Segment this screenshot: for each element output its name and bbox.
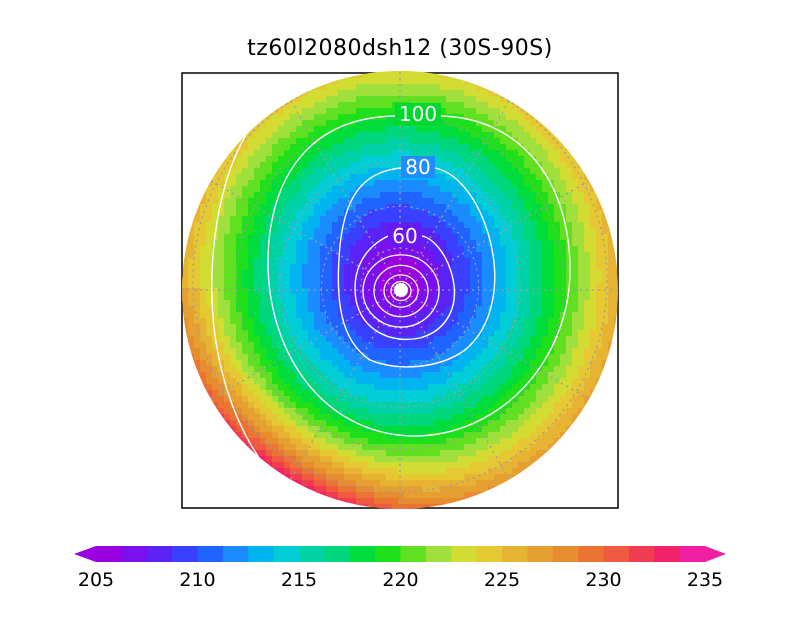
- colorbar-cell: [476, 546, 503, 562]
- colorbar-cell: [96, 546, 122, 562]
- colorbar-cell: [552, 546, 579, 562]
- colorbar-cells: [74, 546, 726, 562]
- colorbar-cell: [628, 546, 655, 562]
- map-title: tz60l2080dsh12 (30S-90S): [247, 36, 553, 61]
- colorbar-tick-label: 220: [382, 569, 418, 591]
- colorbar-tick-label: 225: [484, 569, 520, 591]
- colorbar-cell: [273, 546, 300, 562]
- colorbar-cell: [603, 546, 630, 562]
- colorbar-cell: [502, 546, 528, 562]
- colorbar-tick-label: 215: [281, 569, 317, 591]
- polar-map: 100 80 60: [181, 71, 619, 509]
- colorbar-cell: [172, 546, 199, 562]
- colorbar-cell: [299, 546, 325, 562]
- colorbar-cell: [324, 546, 351, 562]
- colorbar-cell: [121, 546, 148, 562]
- colorbar-cell: [654, 546, 681, 562]
- colorbar-cell: [527, 546, 554, 562]
- colorbar-cell: [146, 546, 173, 562]
- colorbar-tick-labels: 205 210 215 220 225 230 235: [78, 569, 723, 591]
- colorbar-tick-label: 235: [687, 569, 723, 591]
- colorbar-cell: [400, 546, 427, 562]
- colorbar-cell: [349, 546, 376, 562]
- colorbar-cell: [679, 546, 706, 562]
- contour-label-80: 80: [405, 155, 430, 179]
- colorbar-tick-label: 230: [585, 569, 621, 591]
- colorbar-cell: [222, 546, 249, 562]
- colorbar-cell: [248, 546, 275, 562]
- colorbar-cell: [451, 546, 478, 562]
- colorbar-tick-label: 210: [179, 569, 215, 591]
- lat-lon-grid: [182, 71, 618, 509]
- colorbar-cell: [197, 546, 224, 562]
- colorbar-arrow-low: [74, 546, 96, 562]
- pole-marker: [394, 283, 408, 297]
- contour-labels: 100 80 60: [388, 102, 441, 248]
- colorbar-cell: [578, 546, 605, 562]
- colorbar-arrow-high: [705, 546, 726, 562]
- colorbar-cell: [375, 546, 402, 562]
- colorbar-cell: [425, 546, 452, 562]
- contour-label-60: 60: [392, 224, 417, 248]
- colorbar-tick-label: 205: [78, 569, 114, 591]
- contour-lines: [211, 115, 571, 463]
- contour-label-100: 100: [399, 102, 437, 126]
